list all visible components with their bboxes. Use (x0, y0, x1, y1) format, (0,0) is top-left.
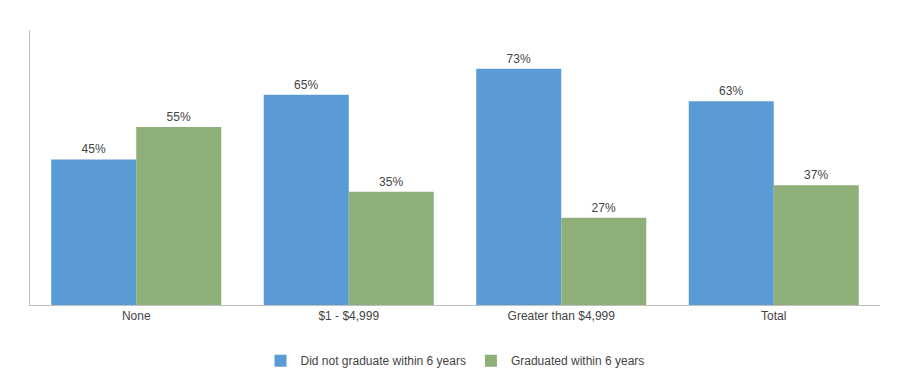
svg-text:None: None (122, 309, 151, 323)
svg-text:Total: Total (761, 309, 786, 323)
svg-text:73%: 73% (507, 52, 531, 66)
svg-text:55%: 55% (167, 110, 191, 124)
svg-text:Greater than $4,999: Greater than $4,999 (508, 309, 616, 323)
svg-text:Graduated within 6 years: Graduated within 6 years (511, 354, 644, 368)
svg-text:37%: 37% (804, 168, 828, 182)
svg-text:45%: 45% (82, 142, 106, 156)
svg-text:27%: 27% (592, 201, 616, 215)
svg-text:63%: 63% (719, 84, 743, 98)
svg-text:$1 - $4,999: $1 - $4,999 (318, 309, 379, 323)
svg-text:65%: 65% (294, 78, 318, 92)
svg-text:35%: 35% (379, 175, 403, 189)
svg-text:Did not graduate within 6 year: Did not graduate within 6 years (301, 354, 466, 368)
